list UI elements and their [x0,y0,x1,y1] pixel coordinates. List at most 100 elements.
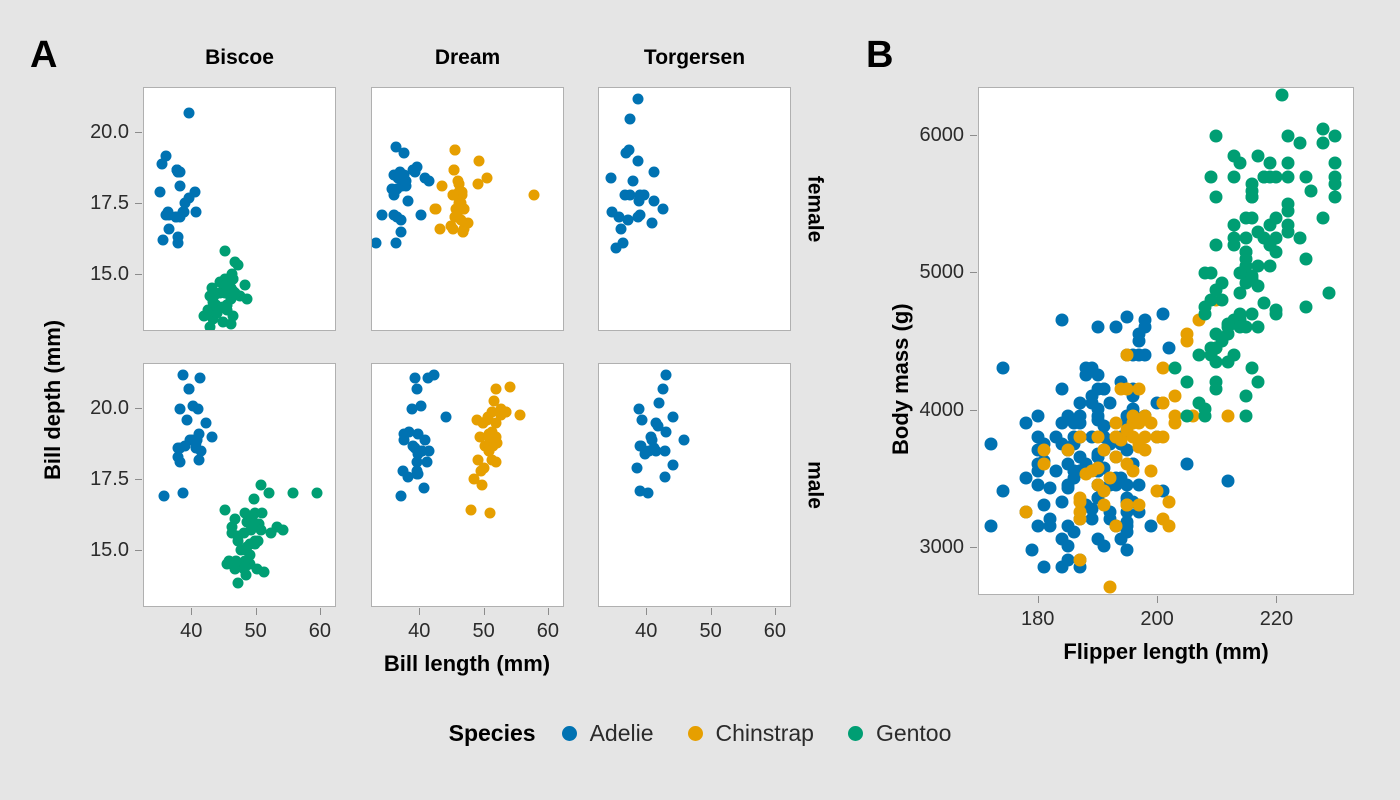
data-point [468,473,480,485]
data-point [219,245,231,257]
data-point [1316,122,1330,136]
panel-b-x-axis-title: Flipper length (mm) [1063,639,1269,664]
data-point [667,459,679,471]
data-point [645,431,657,443]
data-point [211,307,223,319]
data-point [1031,430,1045,444]
data-point [208,290,220,302]
data-point [1138,443,1152,457]
x-tick-label: 60 [536,620,560,642]
data-point [1221,474,1235,488]
data-point [657,383,669,395]
x-tickmark [483,608,485,615]
data-point [206,431,218,443]
data-point [1245,211,1259,225]
data-point [605,172,617,184]
data-point [996,361,1010,375]
data-point [249,535,261,547]
data-point [1132,348,1146,362]
data-point [1192,348,1206,362]
data-point [1085,512,1099,526]
data-point [376,209,388,221]
data-point [1091,430,1105,444]
data-point [229,563,241,575]
dot-icon [847,726,863,741]
data-point [390,237,402,249]
data-point [610,242,622,254]
data-point [476,479,488,491]
legend-item-adelie[interactable]: Adelie [561,720,654,746]
y-tickmark [135,550,142,552]
data-point [659,445,671,457]
data-point [177,206,189,218]
data-point [445,220,457,232]
x-tick-label: 180 [1020,608,1055,630]
legend-item-gentoo[interactable]: Gentoo [847,722,951,745]
data-point [1073,396,1087,410]
data-point [174,442,186,454]
data-point [1227,218,1241,232]
data-point [392,172,404,184]
data-point [206,282,218,294]
data-point [456,186,468,198]
facet-panel-torgersen-male [598,363,791,607]
data-point [1097,443,1111,457]
data-point [225,271,237,283]
data-point [1055,495,1069,509]
data-point [471,414,483,426]
data-point [1209,129,1223,143]
data-point [1109,450,1123,464]
data-point [451,209,463,221]
dot-icon [561,726,577,741]
data-point [200,417,212,429]
data-point [372,237,382,249]
data-point [398,147,410,159]
y-tickmark [970,546,977,548]
data-point [239,561,251,573]
data-point [632,93,644,105]
data-point [411,383,423,395]
data-point [391,183,403,195]
data-point [429,203,441,215]
x-tickmark [646,608,648,615]
data-point [488,395,500,407]
data-point [172,231,184,243]
data-point [984,437,998,451]
data-point [388,189,400,201]
data-point [1233,156,1247,170]
data-point [398,434,410,446]
data-point [606,206,618,218]
data-point [1097,498,1111,512]
data-point [477,417,489,429]
data-point [1162,519,1176,533]
data-point [1215,276,1229,290]
data-point [1097,484,1111,498]
data-point [1073,416,1087,430]
x-tick-label: 50 [472,620,495,642]
legend-item-chinstrap[interactable]: Chinstrap [687,722,814,745]
data-point [1114,471,1128,485]
data-point [174,456,186,468]
data-point [1085,502,1099,516]
data-point [1299,300,1312,314]
panel-a-tag: A [30,34,58,76]
legend-item-label: Adelie [589,720,654,746]
data-point [229,256,241,268]
data-point [1126,430,1140,444]
data-point [179,197,191,209]
data-point [1204,170,1218,184]
data-point [1281,197,1295,211]
data-point [1144,464,1158,478]
data-point [163,223,175,235]
data-point [191,434,203,446]
data-point [246,521,258,533]
data-point [1091,320,1105,334]
y-tickmark [970,272,977,274]
data-point [504,381,516,392]
data-point [1263,259,1277,273]
y-tick-label: 5000 [919,261,965,284]
data-point [617,237,629,249]
x-tickmark [419,608,421,615]
data-point [1239,409,1253,423]
data-point [183,192,195,204]
